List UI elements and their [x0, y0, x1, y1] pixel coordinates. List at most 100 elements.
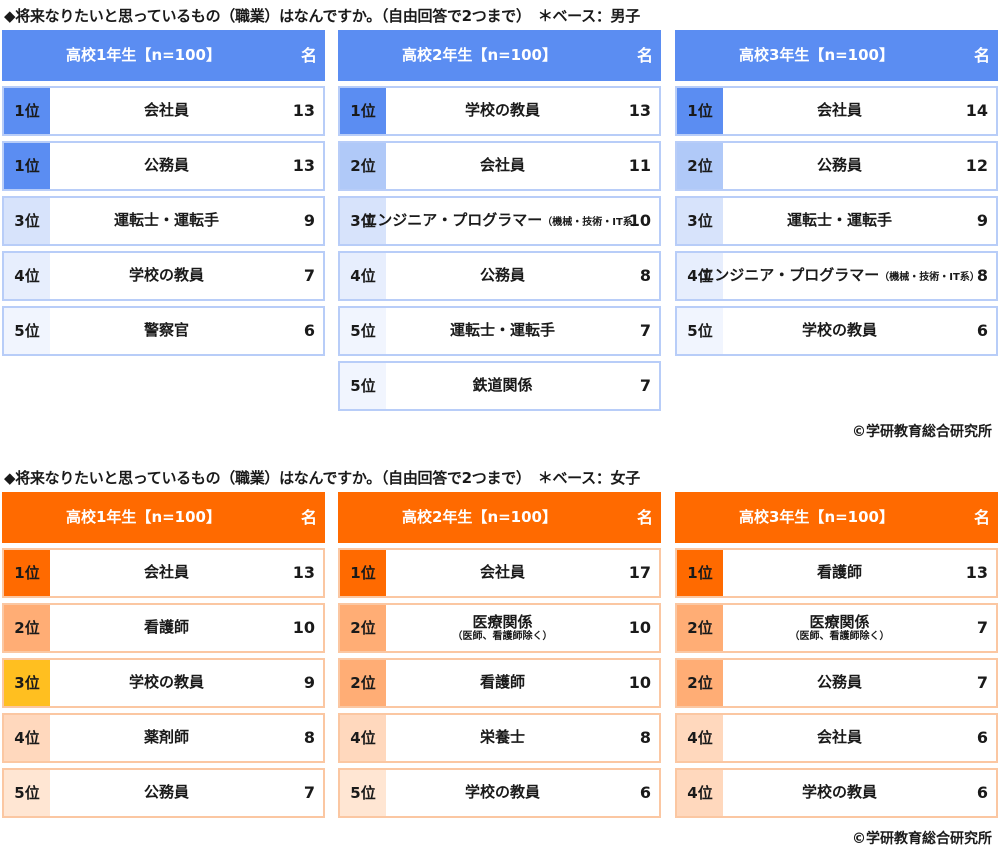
ranking-row: 2位 看護師 10 [338, 658, 661, 708]
job-note: （機械・技術・IT系） [879, 272, 980, 284]
job-cell: 公務員 [386, 253, 619, 299]
count-value: 6 [976, 321, 988, 340]
ranking-row: 4位 学校の教員 6 [675, 768, 998, 818]
count-value: 9 [303, 673, 315, 692]
ranking-row: 4位 会社員 6 [675, 713, 998, 763]
section-title: ◆将来なりたいと思っているもの（職業）はなんですか。（自由回答で2つまで） ＊ベ… [4, 469, 640, 487]
count-value: 8 [303, 728, 315, 747]
ranking-row: 1位 会社員 13 [2, 86, 325, 136]
job-name: 公務員 [479, 266, 525, 285]
ranking-row: 2位 医療関係 （医師、看護師除く） 10 [338, 603, 661, 653]
count-value: 12 [965, 156, 988, 175]
rank-label: 3位 [340, 198, 386, 244]
job-name: 公務員 [816, 156, 862, 175]
ranking-row: 2位 公務員 12 [675, 141, 998, 191]
job-cell: 運転士・運転手 [723, 198, 956, 244]
count-value: 17 [628, 563, 651, 582]
ranking-row: 4位 公務員 8 [338, 251, 661, 301]
count-value: 9 [976, 211, 988, 230]
job-name: 医療関係 [809, 612, 870, 631]
count-value: 8 [639, 266, 651, 285]
count-value: 7 [976, 673, 988, 692]
job-cell: 運転士・運転手 [386, 308, 619, 354]
job-name: 会社員 [816, 101, 862, 120]
job-note: （機械・技術・IT系） [542, 217, 643, 229]
rank-label: 2位 [677, 605, 723, 651]
count-value: 13 [965, 563, 988, 582]
rank-label: 4位 [677, 770, 723, 816]
job-name: 警察官 [143, 321, 189, 340]
count-value: 10 [628, 211, 651, 230]
job-cell: 鉄道関係 [386, 363, 619, 409]
count-value: 10 [292, 618, 315, 637]
rank-label: 4位 [4, 715, 50, 761]
job-name: 会社員 [479, 563, 525, 582]
grade-label: 高校2年生【n=100】 [402, 46, 557, 64]
rank-label: 2位 [4, 605, 50, 651]
grade-label: 高校2年生【n=100】 [402, 508, 557, 526]
ranking-row: 2位 公務員 7 [675, 658, 998, 708]
ranking-row: 5位 学校の教員 6 [338, 768, 661, 818]
rank-label: 1位 [677, 88, 723, 134]
job-cell: 警察官 [50, 308, 283, 354]
job-name: 公務員 [816, 673, 862, 692]
job-name: エンジニア・プログラマー [362, 211, 543, 230]
rank-label: 3位 [4, 660, 50, 706]
job-name: 学校の教員 [128, 266, 204, 285]
rank-label: 3位 [4, 198, 50, 244]
count-value: 8 [639, 728, 651, 747]
count-value: 13 [292, 101, 315, 120]
table-header: 高校3年生【n=100】 名 [675, 492, 998, 543]
ranking-row: 4位 学校の教員 7 [2, 251, 325, 301]
job-note: （医師、看護師除く） [789, 630, 890, 642]
ranking-row: 1位 会社員 14 [675, 86, 998, 136]
rank-label: 5位 [340, 363, 386, 409]
ranking-row: 2位 会社員 11 [338, 141, 661, 191]
rank-label: 4位 [340, 715, 386, 761]
grade-table: 高校3年生【n=100】 名 1位 会社員 14 2位 公務員 12 3位 運転士・運転手 9 4位エ… [675, 30, 998, 356]
job-cell: 学校の教員 [386, 770, 619, 816]
job-cell: 運転士・運転手 [50, 198, 283, 244]
job-cell: 学校の教員 [723, 308, 956, 354]
job-note: （医師、看護師除く） [452, 630, 553, 642]
job-cell: 公務員 [50, 143, 283, 189]
count-value: 8 [976, 266, 988, 285]
grade-label: 高校3年生【n=100】 [739, 508, 894, 526]
unit-label: 名 [973, 46, 990, 65]
job-name: 学校の教員 [801, 783, 877, 802]
table-header: 高校1年生【n=100】 名 [2, 30, 325, 81]
job-name: 看護師 [816, 563, 862, 582]
job-cell: 公務員 [723, 143, 956, 189]
rank-label: 5位 [4, 308, 50, 354]
job-cell: 医療関係 （医師、看護師除く） [723, 605, 956, 651]
ranking-row: 1位 学校の教員 13 [338, 86, 661, 136]
count-value: 7 [639, 321, 651, 340]
rank-label: 4位 [4, 253, 50, 299]
copyright-credit: ©学研教育総合研究所 [852, 424, 992, 440]
grade-table: 高校3年生【n=100】名 1位 看護師 13 2位 医療関係 （医師、看護師除く） 7 2位公… [675, 492, 998, 818]
job-line: エンジニア・プログラマー（機械・技術・IT系） [699, 267, 980, 284]
ranking-row: 4位 栄養士 8 [338, 713, 661, 763]
ranking-row: 1位 看護師 13 [675, 548, 998, 598]
rank-label: 2位 [340, 143, 386, 189]
job-cell: 看護師 [386, 660, 619, 706]
count-value: 6 [976, 728, 988, 747]
job-name: 鉄道関係 [472, 376, 533, 395]
count-value: 11 [628, 156, 651, 175]
job-name: 公務員 [143, 783, 189, 802]
rank-label: 5位 [677, 308, 723, 354]
count-value: 13 [628, 101, 651, 120]
rank-label: 1位 [4, 550, 50, 596]
job-cell: 会社員 [50, 550, 283, 596]
count-value: 7 [303, 783, 315, 802]
unit-label: 名 [636, 508, 653, 527]
count-value: 9 [303, 211, 315, 230]
rank-label: 2位 [340, 605, 386, 651]
ranking-row: 2位 看護師 10 [2, 603, 325, 653]
rank-label: 2位 [677, 660, 723, 706]
count-value: 13 [292, 563, 315, 582]
ranking-row: 1位 会社員 13 [2, 548, 325, 598]
count-value: 6 [639, 783, 651, 802]
count-value: 6 [303, 321, 315, 340]
job-cell: 医療関係 （医師、看護師除く） [386, 605, 619, 651]
